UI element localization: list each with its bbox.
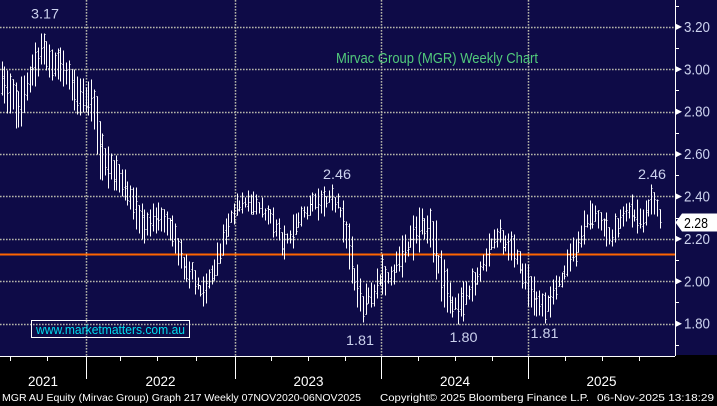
svg-text:2.46: 2.46: [323, 166, 351, 182]
svg-text:3.17: 3.17: [31, 6, 59, 22]
svg-text:2022: 2022: [146, 373, 176, 389]
svg-text:3.20: 3.20: [684, 20, 710, 36]
svg-text:1.80: 1.80: [450, 329, 478, 345]
svg-text:1.81: 1.81: [531, 325, 559, 341]
svg-text:Mirvac Group (MGR) Weekly Char: Mirvac Group (MGR) Weekly Chart: [336, 50, 539, 67]
svg-text:2.20: 2.20: [684, 232, 710, 248]
svg-text:2.28: 2.28: [684, 216, 708, 232]
svg-text:1.80: 1.80: [684, 317, 710, 333]
svg-text:3.00: 3.00: [684, 62, 710, 78]
svg-text:2024: 2024: [440, 373, 470, 389]
svg-text:1.81: 1.81: [346, 332, 374, 348]
svg-text:Copyright© 2025 Bloomberg Fina: Copyright© 2025 Bloomberg Finance L.P.: [380, 392, 589, 404]
svg-text:2025: 2025: [587, 373, 617, 389]
svg-text:2.46: 2.46: [638, 166, 666, 182]
svg-text:2.60: 2.60: [684, 147, 710, 163]
svg-text:www.marketmatters.com.au: www.marketmatters.com.au: [35, 322, 185, 337]
svg-text:2.40: 2.40: [684, 190, 710, 206]
svg-text:06-Nov-2025 13:18:29: 06-Nov-2025 13:18:29: [597, 392, 714, 404]
svg-text:2023: 2023: [294, 373, 324, 389]
svg-text:MGR AU Equity (Mirvac Group) G: MGR AU Equity (Mirvac Group) Graph 217 W…: [2, 392, 361, 404]
svg-text:2021: 2021: [28, 373, 58, 389]
svg-text:2.00: 2.00: [684, 274, 710, 290]
svg-text:2.80: 2.80: [684, 105, 710, 121]
